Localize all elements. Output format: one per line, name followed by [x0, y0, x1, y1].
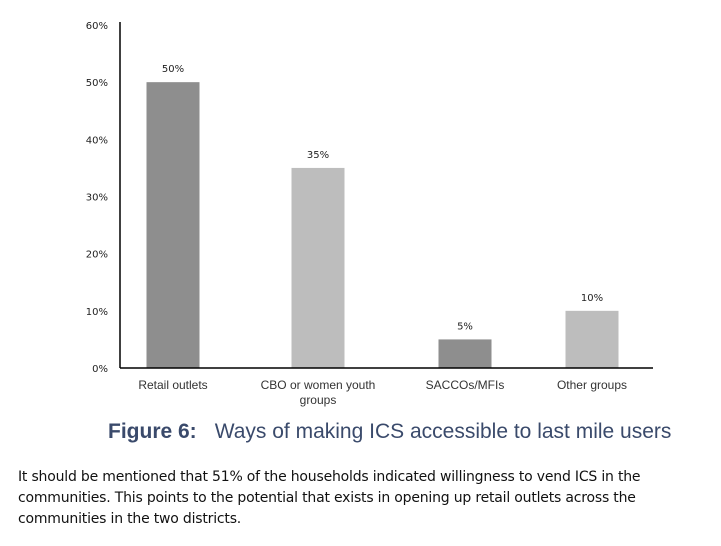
- x-tick-label: CBO or women youth groups: [261, 378, 376, 407]
- y-tick-label: 50%: [86, 78, 108, 89]
- bars: [146, 82, 619, 369]
- y-tick-label: 0%: [92, 364, 108, 375]
- body-paragraph: It should be mentioned that 51% of the h…: [18, 469, 641, 527]
- x-tick-label: Other groups: [557, 378, 627, 392]
- bar: [146, 82, 200, 369]
- bar-chart: 0% 10% 20% 30% 40% 50% 60% 50% 35% 5% 10% Retail …: [86, 21, 653, 407]
- figure-title: Ways of making ICS accessible to last mi…: [214, 420, 672, 443]
- y-tick-label: 30%: [86, 193, 108, 204]
- bar: [438, 339, 492, 368]
- bar: [291, 167, 345, 368]
- y-tick-label: 20%: [86, 250, 108, 261]
- figure-number: Figure 6:: [108, 420, 197, 443]
- bar: [565, 310, 619, 368]
- y-tick-label: 60%: [86, 21, 108, 32]
- data-label: 5%: [457, 321, 473, 332]
- figure-caption: Figure 6: Ways of making ICS accessible t…: [108, 420, 671, 444]
- y-tick-label: 10%: [86, 307, 108, 318]
- data-labels: 50% 35% 5% 10%: [162, 64, 603, 332]
- data-label: 50%: [162, 64, 184, 75]
- category-labels: Retail outlets CBO or women youth groups SA…: [138, 378, 627, 407]
- y-axis-ticks: 0% 10% 20% 30% 40% 50% 60%: [86, 21, 108, 375]
- x-tick-label: Retail outlets: [138, 378, 207, 392]
- x-tick-label: SACCOs/MFIs: [426, 378, 505, 392]
- data-label: 10%: [581, 293, 603, 304]
- data-label: 35%: [307, 150, 329, 161]
- y-tick-label: 40%: [86, 135, 108, 146]
